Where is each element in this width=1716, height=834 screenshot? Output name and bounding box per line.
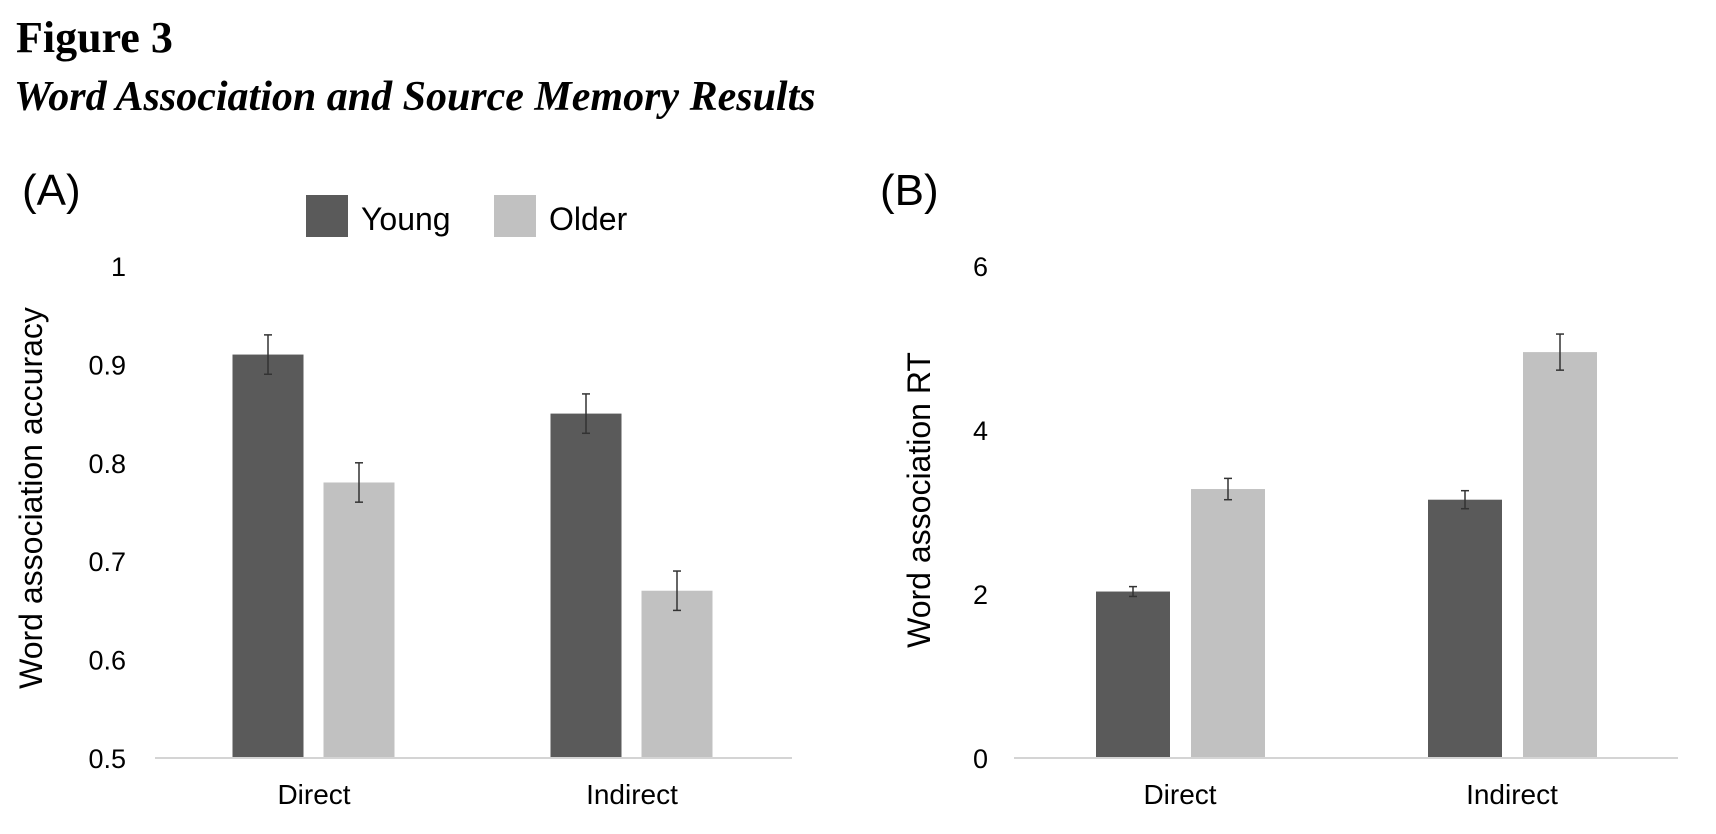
panel-a-chart: (A) Young Older Word association accurac… — [13, 166, 792, 810]
error-bar — [264, 334, 272, 375]
panel-b-y-axis-title: Word association RT — [901, 352, 937, 648]
panel-a-y-axis-title: Word association accuracy — [13, 307, 49, 689]
panel-b-y-ticks: 0 2 4 6 — [973, 252, 988, 774]
y-tick-label: 0.9 — [88, 350, 126, 380]
panel-b-bars — [1096, 333, 1597, 758]
y-tick-label: 2 — [973, 580, 988, 610]
legend: Young Older — [306, 195, 628, 237]
panel-b-chart: (B) Word association RT 0 2 4 6 Direct Indir… — [880, 166, 1678, 810]
error-bar — [673, 570, 681, 612]
y-tick-label: 6 — [973, 252, 988, 282]
y-tick-label: 4 — [973, 416, 988, 446]
x-category-label: Direct — [277, 779, 350, 810]
bar-young-indirect — [550, 413, 622, 758]
legend-label-older: Older — [549, 201, 628, 237]
y-tick-label: 0.8 — [88, 449, 126, 479]
x-category-label: Indirect — [586, 779, 678, 810]
y-tick-label: 0 — [973, 744, 988, 774]
panel-a-bars — [232, 334, 713, 758]
error-bar — [1224, 477, 1232, 501]
error-bar — [1129, 585, 1137, 598]
panel-a-y-ticks: 0.5 0.6 0.7 0.8 0.9 1 — [88, 252, 126, 774]
panel-b-label: (B) — [880, 166, 939, 215]
error-bar — [582, 393, 590, 435]
bar-young-direct — [1096, 591, 1170, 758]
legend-swatch-older — [494, 195, 536, 237]
bar-older-indirect — [1523, 352, 1597, 758]
figure-label: Figure 3 — [16, 13, 173, 62]
panel-a-categories: Direct Indirect — [277, 779, 678, 810]
y-tick-label: 0.6 — [88, 646, 126, 676]
y-tick-label: 0.7 — [88, 547, 126, 577]
bar-older-direct — [1191, 489, 1265, 758]
y-tick-label: 1 — [111, 252, 126, 282]
bar-older-indirect — [641, 590, 713, 758]
x-category-label: Direct — [1143, 779, 1216, 810]
error-bar — [1556, 333, 1564, 371]
error-bar — [1461, 489, 1469, 510]
panel-b-categories: Direct Indirect — [1143, 779, 1558, 810]
x-category-label: Indirect — [1466, 779, 1558, 810]
legend-swatch-young — [306, 195, 348, 237]
bar-young-direct — [232, 354, 304, 758]
error-bar — [355, 462, 363, 503]
legend-label-young: Young — [361, 201, 451, 237]
bar-young-indirect — [1428, 499, 1502, 758]
y-tick-label: 0.5 — [88, 744, 126, 774]
bar-older-direct — [323, 482, 395, 758]
figure-title: Word Association and Source Memory Resul… — [14, 74, 816, 120]
panel-a-label: (A) — [22, 166, 81, 215]
